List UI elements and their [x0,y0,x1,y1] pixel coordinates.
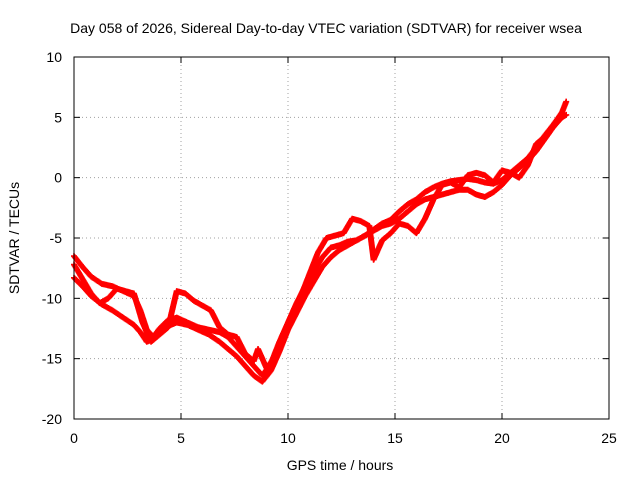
x-tick-label: 5 [177,430,185,446]
x-axis-ticks: 0 5 10 15 20 25 [70,57,617,446]
y-axis-label: SDTVAR / TECUs [6,182,22,294]
x-tick-label: 0 [70,430,78,446]
series-3 [71,109,565,372]
data-points [71,98,570,385]
chart-title: Day 058 of 2026, Sidereal Day-to-day VTE… [70,20,582,36]
y-tick-label: -10 [42,290,62,306]
y-tick-label: -5 [50,230,63,246]
y-tick-label: 0 [54,170,62,186]
data-point [558,109,565,116]
data-point [563,98,570,105]
y-tick-label: 10 [46,49,62,65]
grid [74,57,609,419]
y-axis-ticks: 10 5 0 -5 -10 -15 -20 [42,49,609,427]
y-tick-label: -20 [42,411,62,427]
x-tick-label: 20 [494,430,510,446]
x-tick-label: 10 [280,430,296,446]
x-tick-label: 15 [387,430,403,446]
x-tick-label: 25 [601,430,617,446]
y-tick-label: 5 [54,109,62,125]
y-tick-label: -15 [42,351,62,367]
x-axis-label: GPS time / hours [287,457,394,473]
data-point [563,111,570,118]
